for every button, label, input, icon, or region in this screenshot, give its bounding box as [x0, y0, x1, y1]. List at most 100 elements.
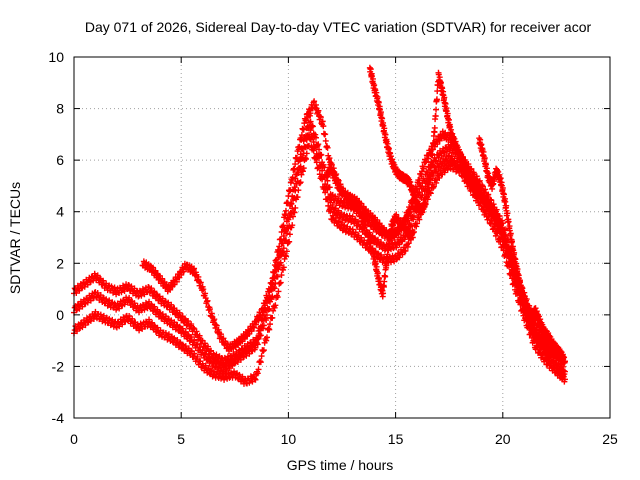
- marker-track-2-7-7: [151, 303, 158, 310]
- marker-track-2-2-7: [97, 292, 104, 299]
- marker-track-3-9-12: [176, 340, 183, 347]
- marker-track-3-1-1: [82, 322, 89, 329]
- marker-track-2-22-1: [307, 127, 314, 134]
- marker-track-1-10-9: [185, 318, 192, 325]
- marker-track-2-13-4: [213, 360, 220, 367]
- marker-track-2-27-11: [368, 233, 375, 240]
- marker-track-4-16-3: [278, 229, 285, 236]
- marker-track-3-17-6: [257, 359, 264, 366]
- marker-track-7-6-12: [374, 269, 381, 276]
- marker-track-7-8-8: [382, 273, 389, 280]
- marker-track-4-30-13: [404, 213, 411, 220]
- marker-track-7-8-4: [380, 283, 387, 290]
- marker-track-6-5-11: [501, 191, 508, 198]
- marker-track-3-5-2: [126, 313, 133, 320]
- marker-track-2-30-5: [396, 241, 403, 248]
- marker-track-4-8-9: [213, 322, 220, 329]
- marker-track-5-15-2: [431, 124, 438, 131]
- marker-track-6-6-8: [504, 210, 511, 217]
- marker-track-5-4-6: [385, 145, 392, 152]
- marker-track-3-4-7: [119, 321, 126, 328]
- marker-track-3-21-6: [300, 165, 307, 172]
- marker-track-1-32-3: [416, 189, 423, 196]
- marker-track-3-19-8: [280, 264, 287, 271]
- series-track-6: [476, 135, 568, 366]
- marker-track-3-21-3: [298, 171, 305, 178]
- marker-track-3-18-7: [269, 314, 276, 321]
- marker-track-3-18-11: [272, 302, 279, 309]
- marker-track-4-6-0: [191, 265, 198, 272]
- marker-track-1-1-0: [81, 283, 88, 290]
- y-tick-label-3: 2: [56, 255, 64, 271]
- marker-track-3-24-6: [332, 215, 339, 222]
- y-tick-label-5: 6: [56, 152, 64, 168]
- marker-track-1-5-9: [131, 285, 138, 292]
- marker-track-2-23-2: [319, 167, 326, 174]
- marker-track-3-31-2: [404, 243, 411, 250]
- marker-track-3-24-9: [335, 219, 342, 226]
- marker-track-7-4-7: [358, 211, 365, 218]
- marker-track-4-21-8: [324, 144, 331, 151]
- marker-track-1-19-8: [280, 233, 287, 240]
- marker-track-4-15-13: [276, 243, 283, 250]
- marker-track-6-5-7: [499, 184, 506, 191]
- marker-track-1-22-12: [316, 146, 323, 153]
- marker-track-3-40-12: [508, 275, 515, 282]
- marker-track-1-20-8: [291, 184, 298, 191]
- marker-track-2-30-12: [401, 236, 408, 243]
- marker-track-4-9-6: [220, 335, 227, 342]
- marker-track-6-6-12: [505, 218, 512, 225]
- marker-track-5-21-12: [460, 157, 467, 164]
- marker-track-3-33-8: [430, 183, 437, 190]
- marker-track-6-6-1: [502, 198, 509, 205]
- marker-track-6-6-4: [503, 202, 510, 209]
- marker-track-4-14-12: [267, 286, 274, 293]
- marker-track-5-14-12: [430, 140, 437, 147]
- marker-track-2-25-10: [346, 212, 353, 219]
- marker-track-1-7-6: [150, 289, 157, 296]
- marker-track-3-20-8: [291, 209, 298, 216]
- marker-track-2-35-3: [448, 153, 455, 160]
- marker-track-5-9-10: [408, 182, 415, 189]
- marker-track-1-13-4: [213, 351, 220, 358]
- marker-track-4-8-5: [211, 316, 218, 323]
- marks-layer: [71, 64, 568, 387]
- marker-track-3-17-5: [257, 358, 264, 365]
- marker-track-4-14-1: [260, 306, 267, 313]
- marker-track-6-1-8: [482, 161, 489, 168]
- marker-track-3-18-3: [266, 326, 273, 333]
- marker-track-2-12-0: [199, 347, 206, 354]
- marker-track-5-14-5: [428, 159, 435, 166]
- marker-track-3-12-7: [205, 366, 211, 373]
- marker-track-2-16-13: [252, 344, 259, 351]
- marker-track-3-18-4: [267, 321, 274, 328]
- marker-track-3-17-10: [260, 347, 267, 354]
- chart-title: Day 071 of 2026, Sidereal Day-to-day VTE…: [85, 19, 592, 35]
- marker-track-2-17-13: [263, 317, 270, 324]
- y-tick-label-1: -2: [52, 358, 65, 374]
- marker-track-5-3-9: [382, 131, 389, 138]
- marker-track-3-33-7: [430, 184, 437, 191]
- marker-track-2-18-3: [266, 305, 273, 312]
- marker-track-3-21-2: [297, 179, 304, 186]
- marker-track-1-34-4: [438, 152, 445, 159]
- marker-track-1-2-10: [100, 277, 107, 284]
- y-tick-label-7: 10: [48, 49, 64, 65]
- marker-track-7-8-1: [380, 290, 387, 297]
- marker-track-3-7-11: [154, 324, 161, 331]
- marker-track-1-38-1: [479, 182, 486, 189]
- marker-track-4-17-11: [292, 161, 299, 168]
- marker-track-4-15-1: [268, 280, 275, 287]
- marker-track-5-0-3: [367, 66, 374, 73]
- marker-track-4-1-7: [152, 267, 159, 274]
- marker-track-3-16-13: [252, 376, 259, 383]
- marker-track-3-17-3: [255, 366, 262, 373]
- marker-track-1-9-12: [176, 309, 183, 316]
- marker-track-2-22-0: [306, 123, 313, 130]
- marker-track-4-21-4: [322, 131, 329, 138]
- marker-track-3-11-3: [191, 350, 198, 357]
- marker-track-5-0-7: [369, 73, 376, 80]
- marker-track-3-22-4: [309, 144, 316, 151]
- marker-track-3-10-2: [179, 341, 186, 348]
